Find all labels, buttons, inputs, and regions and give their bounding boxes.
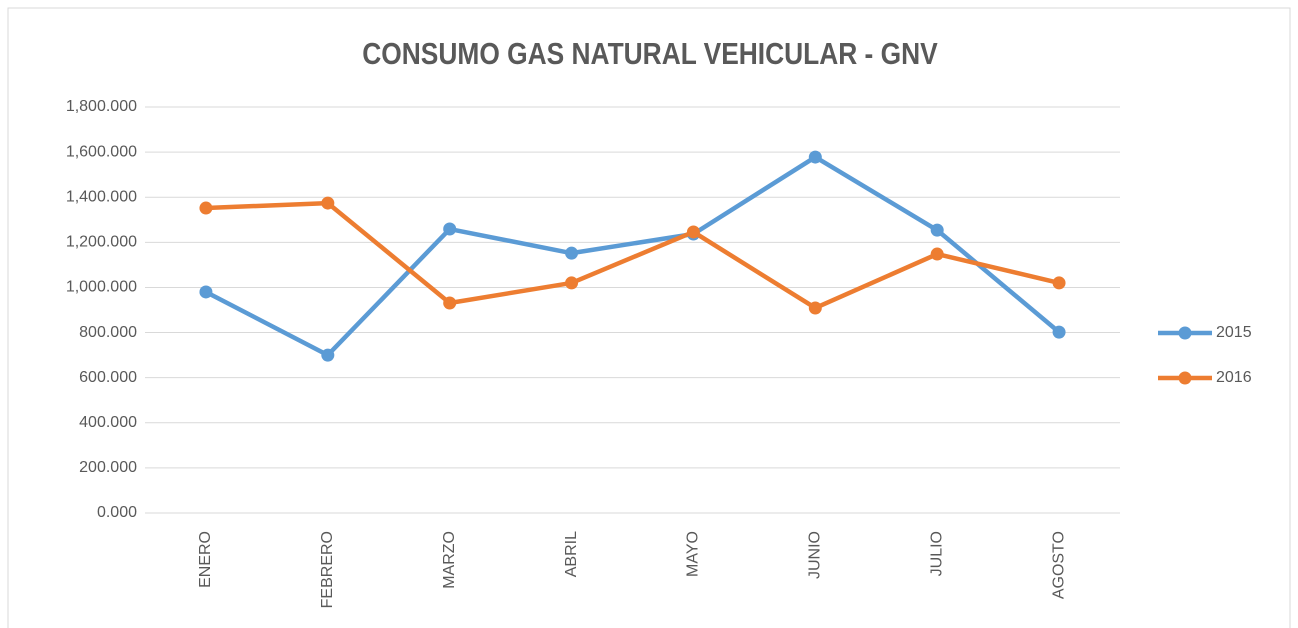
y-tick-label: 200.000 <box>79 459 137 476</box>
data-point <box>1052 276 1066 290</box>
data-point <box>199 201 213 215</box>
x-tick-label: JUNIO <box>807 531 824 579</box>
data-point <box>930 247 944 261</box>
y-tick-label: 1,600.000 <box>66 143 137 160</box>
x-tick-label: ABRIL <box>563 531 580 577</box>
legend-label: 2015 <box>1216 324 1252 341</box>
x-tick-label: JULIO <box>928 531 945 576</box>
y-tick-label: 600.000 <box>79 369 137 386</box>
data-point <box>321 348 335 362</box>
series-line <box>204 154 1061 358</box>
data-point <box>686 225 700 239</box>
series-line <box>205 200 1060 311</box>
data-point <box>808 301 822 315</box>
x-tick-label: FEBRERO <box>319 531 336 608</box>
data-point <box>199 285 213 299</box>
y-tick-label: 400.000 <box>79 414 137 431</box>
data-point <box>930 223 944 237</box>
legend-label: 2016 <box>1216 369 1252 386</box>
data-point <box>565 246 579 260</box>
y-tick-label: 1,400.000 <box>66 188 137 205</box>
y-tick-label: 0.000 <box>97 504 137 521</box>
data-point <box>443 296 457 310</box>
data-point <box>321 196 335 210</box>
chart-title: CONSUMO GAS NATURAL VEHICULAR - GNV <box>362 37 937 71</box>
y-tick-label: 1,200.000 <box>66 234 137 251</box>
data-point <box>808 150 822 164</box>
y-tick-label: 1,800.000 <box>66 98 137 115</box>
legend-marker <box>1178 371 1192 385</box>
x-tick-label: MAYO <box>685 531 702 577</box>
y-tick-label: 800.000 <box>79 324 137 341</box>
data-point <box>443 222 457 236</box>
data-point <box>565 276 579 290</box>
x-tick-label: AGOSTO <box>1050 531 1067 599</box>
x-tick-label: MARZO <box>441 531 458 589</box>
y-tick-label: 1,000.000 <box>66 279 137 296</box>
x-tick-label: ENERO <box>197 531 214 588</box>
chart-frame <box>7 7 1291 628</box>
legend-marker <box>1178 326 1192 340</box>
data-point <box>1052 325 1066 339</box>
